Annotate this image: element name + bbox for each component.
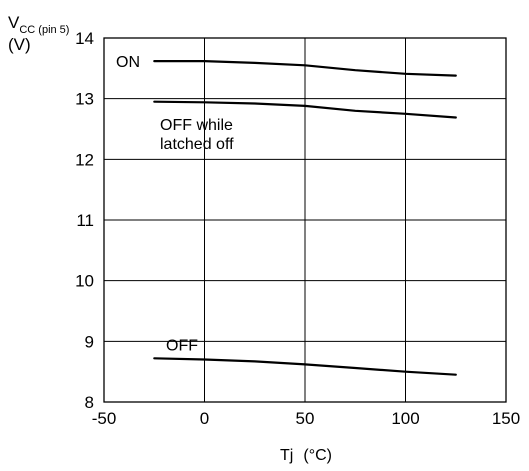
y-tick-label-0: 8 [85,393,94,412]
series-line-0 [153,59,457,77]
x-axis-label-name: Tj [280,447,293,464]
x-tick-label-0: -50 [92,409,117,428]
series-line-1 [153,100,457,119]
series-label-2: OFF [166,338,198,355]
series-label-1-line-1: latched off [160,136,234,153]
series-label-1-line-0: OFF while [160,117,233,134]
y-tick-label-6: 14 [75,29,94,48]
y-tick-label-4: 12 [75,150,94,169]
x-axis-label-unit: (°C) [303,447,332,464]
ticks-group: 8 9 10 11 12 13 14 -50 0 50 100 150 [75,29,520,428]
y-tick-label-1: 9 [85,332,94,351]
series-label-0: ON [116,54,140,71]
y-tick-label-3: 11 [76,211,94,230]
x-tick-label-1: 0 [200,409,209,428]
annotations-group: ON OFF while latched off OFF [116,54,234,355]
y-axis-unit: (V) [8,35,31,54]
y-axis-label-subscript: CC (pin 5) [19,24,69,36]
x-tick-label-4: 150 [492,409,520,428]
series-group [153,59,457,376]
series-line-2 [153,357,457,376]
x-tick-label-3: 100 [391,409,419,428]
y-axis-label: VCC (pin 5) [8,13,69,36]
x-tick-label-2: 50 [296,409,315,428]
series-label-1: OFF while latched off [160,117,234,153]
grid [103,37,507,403]
y-tick-label-5: 13 [75,90,94,109]
y-axis-label-main: V [8,13,20,32]
y-tick-label-2: 10 [75,272,94,291]
x-axis-label: Tj (°C) [280,447,332,464]
